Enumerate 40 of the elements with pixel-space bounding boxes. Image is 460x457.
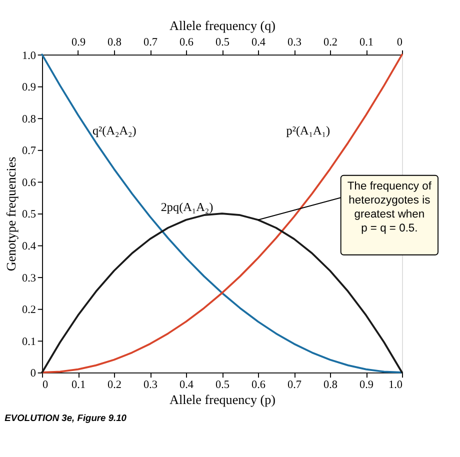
- y-tick-label: 0.1: [22, 336, 36, 348]
- x2-tick-label: 0.3: [288, 36, 302, 49]
- y-tick-label: 0.6: [22, 176, 36, 189]
- x-tick-label: 0.9: [359, 378, 374, 391]
- y-tick-label: 0.5: [22, 208, 36, 221]
- x-tick-label: 0.8: [324, 378, 338, 391]
- x2-tick-label: 0.6: [180, 36, 194, 49]
- y-tick-label: 0.9: [22, 82, 36, 94]
- x2-tick-label: 0: [396, 36, 403, 49]
- x2-tick-label: 0.1: [359, 36, 374, 49]
- y-tick-label: 0.7: [22, 145, 36, 158]
- x2-axis-title: Allele frequency (q): [170, 18, 276, 33]
- series-label: q²(A₂A₂): [92, 124, 136, 138]
- x-tick-label: 0.5: [216, 378, 230, 391]
- y-tick-label: 1.0: [22, 50, 36, 62]
- series-label: p²(A₁A₁): [286, 124, 330, 138]
- series-label: 2pq(A₁A₂): [160, 200, 214, 214]
- y-axis-title: Genotype frequencies: [3, 156, 18, 272]
- y-tick-label: 0.3: [22, 272, 36, 284]
- x-tick-label: 0.1: [72, 378, 86, 391]
- annotation: The frequency of heterozygotes is greatest when p = q = 0.5.: [347, 180, 432, 234]
- x2-tick-label: 0.5: [216, 36, 230, 49]
- x-tick-label: 0: [42, 378, 49, 391]
- x-tick-label: 0.2: [108, 378, 122, 391]
- x-tick-label: 0.6: [252, 378, 266, 391]
- y-tick-label: 0.8: [22, 113, 36, 126]
- x-tick-label: 0.4: [180, 378, 194, 391]
- x2-tick-label: 0.8: [108, 36, 122, 49]
- text: EVOLUTION 3e, Figure 9.10: [4, 413, 128, 424]
- x-tick-label: 0.7: [288, 378, 302, 391]
- x2-tick-label: 0.2: [324, 36, 338, 49]
- y-tick-label: 0.4: [22, 240, 36, 253]
- x2-tick-label: 0.9: [72, 36, 86, 49]
- x2-tick-label: 0.4: [252, 36, 266, 49]
- y-tick-label: 0: [30, 368, 36, 380]
- x2-tick-label: 0.7: [144, 36, 158, 49]
- y-tick-label: 0.2: [22, 304, 36, 316]
- x-tick-label: 1.0: [388, 378, 403, 391]
- x-tick-label: 0.3: [144, 378, 158, 391]
- x-axis-title: Allele frequency (p): [170, 392, 276, 407]
